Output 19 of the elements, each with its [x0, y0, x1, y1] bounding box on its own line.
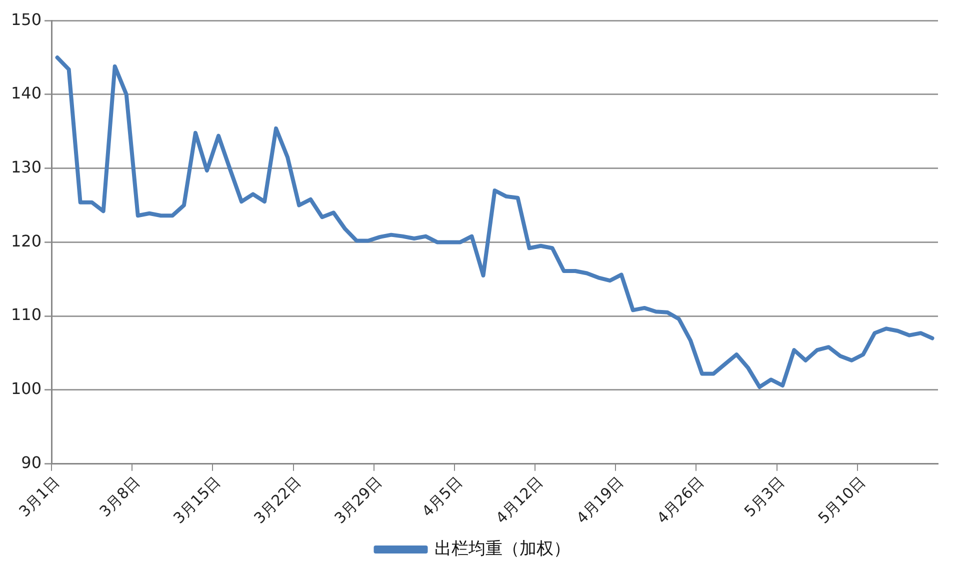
x-tick-label: 5月3日 — [740, 473, 788, 520]
legend-label: 出栏均重（加权） — [434, 538, 570, 559]
y-tick-label: 120 — [10, 231, 42, 250]
y-tick-label: 140 — [10, 84, 42, 103]
x-tick-label: 4月5日 — [418, 473, 466, 520]
x-tick-label: 3月1日 — [15, 473, 63, 520]
y-tick-label: 110 — [10, 305, 42, 324]
y-tick-label: 100 — [10, 379, 42, 398]
x-tick-label: 3月29日 — [331, 473, 386, 528]
x-tick-label: 4月26日 — [653, 473, 708, 528]
x-tick-label: 3月22日 — [250, 473, 305, 528]
x-tick-label: 3月15日 — [170, 473, 224, 528]
y-tick-label: 90 — [21, 452, 42, 472]
x-tick-label: 4月12日 — [492, 473, 546, 528]
x-tick-label: 5月10日 — [814, 473, 869, 528]
x-tick-label: 4月19日 — [572, 473, 627, 528]
y-tick-label: 130 — [10, 157, 42, 176]
y-tick-label: 150 — [10, 10, 42, 29]
x-tick-label: 3月8日 — [96, 473, 144, 520]
